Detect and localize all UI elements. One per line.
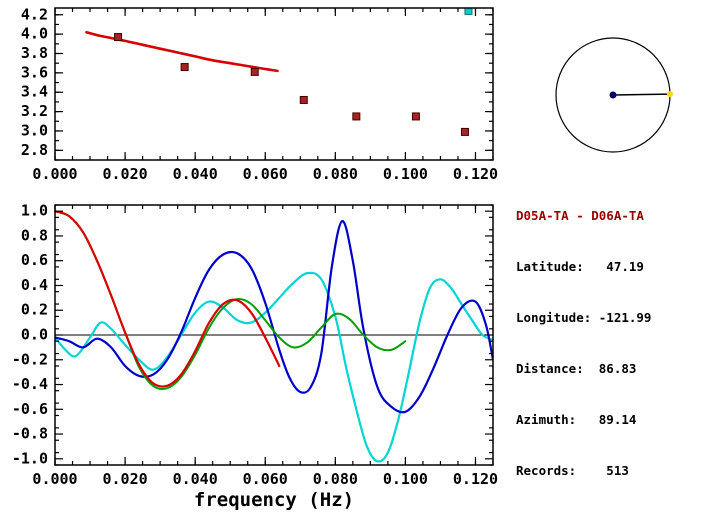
info-line-latitude: Latitude: 47.19 <box>516 259 644 274</box>
velocity-picks <box>352 112 361 121</box>
velocity-picks <box>460 127 469 136</box>
x-tick-label: 0.020 <box>103 470 148 488</box>
y-tick-label: 0.8 <box>21 226 48 244</box>
azimuth-tip-dot <box>666 91 673 98</box>
info-line-azimuth: Azimuth: 89.14 <box>516 412 637 427</box>
y-tick-label: 3.4 <box>21 83 48 101</box>
azimuth-pointer <box>612 93 671 96</box>
velocity-picks <box>114 33 123 42</box>
y-tick-label: 4.2 <box>21 5 48 23</box>
info-line-records: Records: 513 <box>516 463 629 478</box>
x-tick-label: 0.080 <box>313 165 358 183</box>
y-tick-label: 0.0 <box>21 326 48 344</box>
red-curve <box>55 210 281 388</box>
station-info-panel: D05A-TA - D06A-TA Latitude: 47.19 Longit… <box>516 173 651 513</box>
info-line-distance: Distance: 86.83 <box>516 361 637 376</box>
velocity-picks <box>250 67 259 76</box>
velocity-picks <box>180 63 189 72</box>
y-tick-label: 3.6 <box>21 63 48 81</box>
axis-ticks <box>54 8 494 161</box>
y-tick-label: 2.8 <box>21 141 48 159</box>
y-tick-label: 4.0 <box>21 25 48 43</box>
x-tick-label: 0.060 <box>243 165 288 183</box>
x-tick-label: 0.100 <box>383 470 428 488</box>
x-tick-label: 0.000 <box>32 470 77 488</box>
x-tick-label: 0.000 <box>32 165 77 183</box>
y-tick-label: 0.4 <box>21 276 48 294</box>
y-tick-label: 0.6 <box>21 251 48 269</box>
velocity-picks <box>299 95 308 104</box>
blue-curve <box>55 219 493 414</box>
velocity-picks <box>411 112 420 121</box>
dispersion-chart: 0.000 0.020 0.040 0.060 0.080 0.100 0.120 2.8 3.… <box>21 5 498 183</box>
y-tick-label: -0.2 <box>12 350 48 368</box>
y-tick-label: -0.4 <box>12 375 48 393</box>
station-center-dot <box>609 91 617 99</box>
x-tick-label: 0.120 <box>453 470 498 488</box>
y-tick-label: 1.0 <box>21 202 48 220</box>
y-tick-label: -0.6 <box>12 400 48 418</box>
x-tick-label: 0.120 <box>453 165 498 183</box>
x-tick-label: 0.080 <box>313 470 358 488</box>
azimuth-dial-plot <box>555 37 673 153</box>
x-tick-label: 0.040 <box>173 165 218 183</box>
x-tick-label: 0.060 <box>243 470 288 488</box>
x-tick-label: 0.100 <box>383 165 428 183</box>
y-tick-label: -0.8 <box>12 425 48 443</box>
y-tick-label: 3.2 <box>21 102 48 120</box>
rejected-pick <box>464 8 473 15</box>
station-pair-title: D05A-TA - D06A-TA <box>516 208 644 223</box>
correlation-chart: 0.000 0.020 0.040 0.060 0.080 0.100 0.120 -1.0 -… <box>12 202 498 511</box>
plot-frame <box>54 7 494 161</box>
y-tick-label: 3.8 <box>21 44 48 62</box>
x-axis-title: frequency (Hz) <box>194 489 354 511</box>
cyan-curve <box>55 271 493 463</box>
y-tick-label: 0.2 <box>21 301 48 319</box>
x-tick-label: 0.020 <box>103 165 148 183</box>
axis-ticks <box>54 204 494 466</box>
x-tick-label: 0.040 <box>173 470 218 488</box>
info-line-longitude: Longitude: -121.99 <box>516 310 652 325</box>
y-tick-label: 3.0 <box>21 121 48 139</box>
y-tick-label: -1.0 <box>12 449 48 467</box>
fitted-dispersion-curve <box>85 30 279 73</box>
